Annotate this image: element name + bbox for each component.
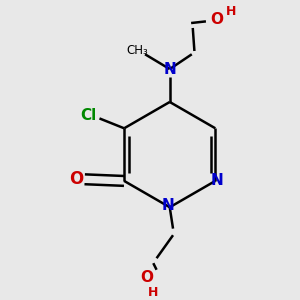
Text: N: N [162,198,175,213]
Text: O: O [140,271,153,286]
Text: N: N [164,61,176,76]
Text: N: N [211,173,223,188]
Text: O: O [210,12,223,27]
Text: O: O [69,170,84,188]
Text: H: H [148,286,158,299]
Text: H: H [225,5,236,18]
Text: CH₃: CH₃ [127,44,148,57]
Text: Cl: Cl [80,108,97,123]
